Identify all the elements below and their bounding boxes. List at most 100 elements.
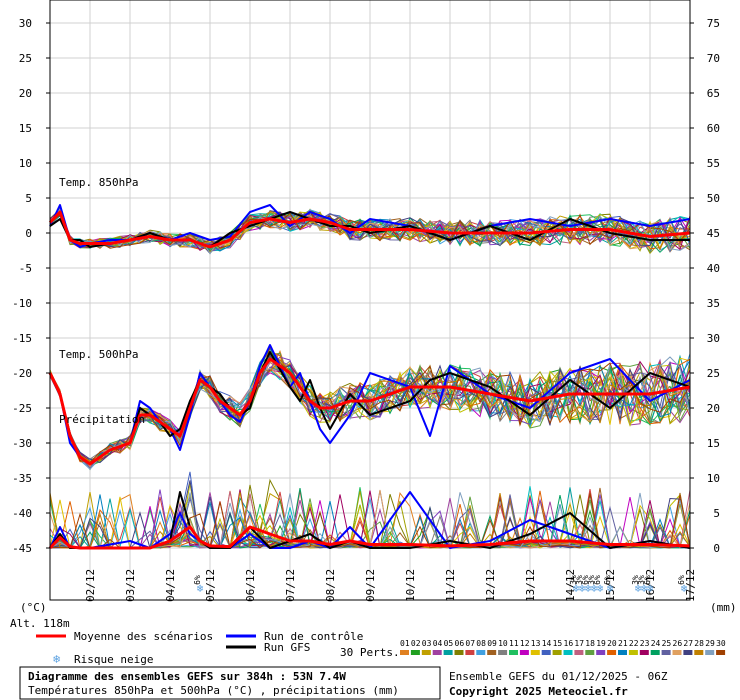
left-tick-label: -30 [12, 437, 32, 450]
pert-color-swatch [639, 650, 649, 655]
pert-number: 08 [476, 639, 486, 648]
snow-risk-pct: 3% [569, 575, 578, 585]
x-tick-label: 14/12 [564, 569, 577, 602]
pert-color-swatch [400, 650, 409, 655]
snowflake-icon: ❄ [641, 582, 648, 595]
right-tick-label: 40 [707, 262, 720, 275]
pert-number: 18 [585, 639, 595, 648]
main-series-lines [48, 204, 691, 550]
perturbation-line [49, 364, 691, 468]
chart-title: Diagramme des ensembles GEFS sur 384h : … [28, 670, 346, 683]
right-tick-label: 75 [707, 17, 720, 30]
pert-color-swatch [596, 650, 606, 655]
pert-color-swatch [574, 650, 584, 655]
pert-number: 05 [444, 639, 454, 648]
snowflake-icon: ❄ [53, 652, 60, 666]
x-axis: 02/12 03/12 04/12 05/12 06/12 07/12 08/12 09/12… [84, 569, 697, 602]
pert-number: 04 [433, 639, 443, 648]
pert-number: 12 [520, 639, 530, 648]
pert-color-swatch [618, 650, 627, 655]
pert-color-swatch [519, 650, 529, 655]
run-info: Ensemble GEFS du 01/12/2025 - 06Z [449, 670, 668, 683]
left-tick-label: -25 [12, 402, 32, 415]
pert-number: 19 [596, 639, 606, 648]
right-tick-label: 5 [713, 507, 720, 520]
snowflake-icon: ❄ [597, 582, 604, 595]
x-tick-label: 11/12 [444, 569, 457, 602]
pert-number: 09 [487, 639, 497, 648]
snow-risk-markers: 6%❄3%❄3%❄6%❄3%❄6%❄6%❄3%❄3%❄6%❄6%❄ [193, 575, 688, 595]
pert-color-swatch [443, 650, 453, 655]
x-tick-label: 17/12 [684, 569, 697, 602]
snowflake-icon: ❄ [573, 582, 580, 595]
pert-color-swatch [650, 650, 660, 655]
snow-risk-pct: 3% [631, 575, 640, 585]
pert-number: 20 [607, 639, 617, 648]
perturbation-legend: 01 02 03 04 05 06 07 08 09 10 11 12 13 14 15 16 17 18 19 20… [400, 639, 726, 655]
pert-color-swatch [498, 650, 508, 655]
series-moyenne-850hpa [48, 210, 691, 249]
pert-color-swatch [541, 650, 551, 655]
pert-number: 21 [618, 639, 628, 648]
left-tick-label: -5 [19, 262, 32, 275]
left-tick-label: 5 [25, 192, 32, 205]
perturbation-line [49, 361, 691, 468]
pert-color-swatch [432, 650, 442, 655]
x-tick-label: 06/12 [244, 569, 257, 602]
right-tick-label: 70 [707, 52, 720, 65]
pert-color-swatch [487, 650, 497, 655]
pert-number: 26 [673, 639, 683, 648]
pert-color-swatch [705, 650, 715, 655]
pert-number: 27 [683, 639, 693, 648]
left-tick-label: -45 [12, 542, 32, 555]
pert-color-swatch [421, 650, 431, 655]
left-axis: 30 25 20 15 10 5 0 -5 -10 -15 -20 -25 -30 -35 -40 -45 [12, 17, 50, 555]
altitude-label: Alt. 118m [10, 617, 70, 630]
pert-color-swatch [563, 650, 573, 655]
pert-number: 24 [651, 639, 661, 648]
snow-risk-pct: 6% [643, 575, 652, 585]
pert-number: 17 [574, 639, 584, 648]
pert-number: 23 [640, 639, 650, 648]
legend-snow-label: Risque neige [74, 653, 153, 666]
right-tick-label: 10 [707, 472, 720, 485]
perturbation-line [49, 208, 691, 252]
pert-number: 14 [542, 639, 552, 648]
pert-number: 28 [694, 639, 704, 648]
snow-risk-pct: 3% [587, 575, 596, 585]
snow-risk-pct: 6% [581, 575, 590, 585]
right-tick-label: 65 [707, 87, 720, 100]
legend-control-label: Run de contrôle [264, 630, 363, 643]
right-tick-label: 60 [707, 122, 720, 135]
x-tick-label: 15/12 [604, 569, 617, 602]
legend-mean-label: Moyenne des scénarios [74, 630, 213, 643]
pert-number: 03 [422, 639, 432, 648]
pert-color-swatch [661, 650, 671, 655]
snowflake-icon: ❄ [579, 582, 586, 595]
x-tick-label: 12/12 [484, 569, 497, 602]
pert-color-swatch [607, 650, 617, 655]
x-tick-label: 09/12 [364, 569, 377, 602]
pert-number: 13 [531, 639, 541, 648]
pert-number: 01 [400, 639, 410, 648]
series-contr-le-pr-cipitations [49, 491, 691, 549]
snow-risk-pct: 6% [677, 575, 686, 585]
pert-number: 22 [629, 639, 639, 648]
right-tick-label: 35 [707, 297, 720, 310]
pert-number: 07 [465, 639, 475, 648]
legend-gfs-label: Run GFS [264, 641, 310, 654]
chart-subtitle: Températures 850hPa et 500hPa (°C) , pré… [28, 684, 399, 697]
plot-frame [49, 0, 691, 601]
snowflake-icon: ❄ [635, 582, 642, 595]
right-tick-label: 0 [713, 542, 720, 555]
right-tick-label: 55 [707, 157, 720, 170]
x-tick-label: 07/12 [284, 569, 297, 602]
pert-color-swatch [585, 650, 595, 655]
right-tick-label: 15 [707, 437, 720, 450]
left-tick-label: 30 [19, 17, 32, 30]
left-tick-label: -40 [12, 507, 32, 520]
pert-color-swatch [509, 650, 518, 655]
snow-risk-pct: 3% [575, 575, 584, 585]
left-tick-label: 25 [19, 52, 32, 65]
